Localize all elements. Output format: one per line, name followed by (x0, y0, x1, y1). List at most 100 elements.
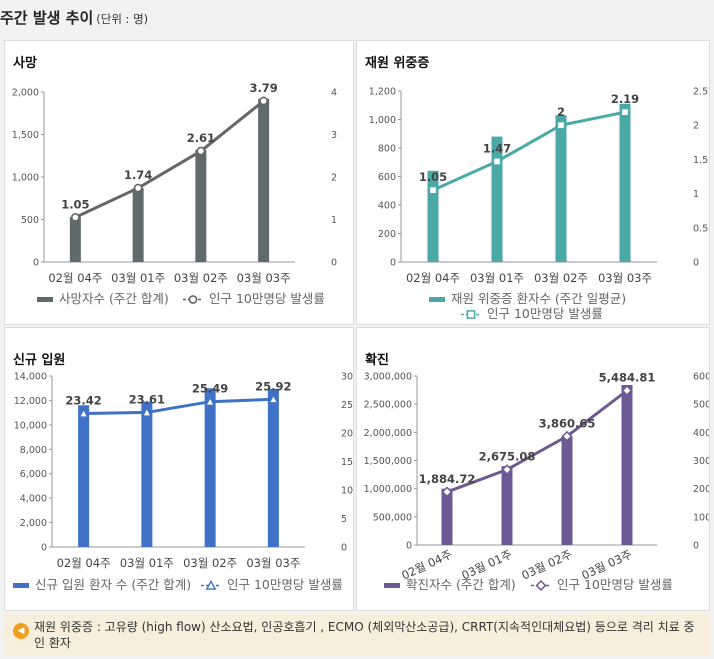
bar (258, 98, 270, 262)
rate-marker (492, 157, 502, 166)
rate-marker (133, 183, 143, 193)
chart-panel-confirmed: 확진 0 500,000 1,000,000 1,500,000 2,000,000 2,5… (356, 327, 710, 611)
x-tick-label: 03월 03주 (237, 271, 291, 285)
bar (555, 115, 567, 262)
x-tick-label: 03월 02주 (183, 556, 237, 570)
legend-line-marker (535, 580, 547, 591)
legend-bar-swatch (37, 297, 53, 302)
y-left-tick-label: 200 (378, 229, 396, 240)
x-tick-label: 03월 01주 (470, 271, 524, 285)
rate-marker (501, 464, 513, 476)
bar (501, 466, 513, 545)
y-right-tick-label: 0 (341, 543, 347, 554)
page-title: 주간 발생 추이 (단위 : 명) (0, 7, 148, 28)
legend-bar-label: 신규 입원 환자 수 (주간 합계) (35, 577, 191, 592)
chart-deaths: 사망 0 500 1,000 1,500 2,000 0 1 2 3 4 02월 04주 03월 01주… (12, 55, 337, 306)
x-tick-label: 03월 03주 (246, 556, 300, 570)
y-left-tick-label: 0 (390, 258, 396, 269)
y-left-tick-label: 1,000,000 (364, 484, 412, 495)
y-right-tick-label: 0 (693, 541, 699, 552)
y-left-tick-label: 2,000 (20, 518, 47, 529)
y-left-tick-label: 3,000,000 (364, 372, 412, 383)
y-left-tick-label: 1,500 (12, 130, 39, 141)
footnote: ◀ 재원 위중증 : 고유량 (high flow) 산소요법, 인공호흡기 , … (4, 614, 710, 656)
data-label: 5,484.81 (599, 371, 656, 385)
legend-bar-swatch (13, 583, 29, 588)
y-left-tick-label: 800 (378, 144, 396, 155)
bar (267, 388, 279, 547)
rate-marker (78, 407, 89, 418)
chart-title: 신규 입원 (13, 353, 65, 368)
rate-marker (441, 486, 453, 498)
y-right-tick-label: 10 (341, 486, 353, 497)
page-title-text: 주간 발생 추이 (0, 9, 94, 27)
data-label: 23.61 (129, 392, 165, 406)
bar (441, 488, 453, 545)
y-left-tick-label: 1,000 (369, 115, 396, 126)
y-left-tick-label: 12,000 (14, 396, 47, 407)
x-tick-label: 03월 01주 (120, 556, 174, 570)
y-left-tick-label: 0 (406, 541, 412, 552)
y-right-tick-label: 2 (693, 121, 699, 132)
y-right-tick-label: 1 (693, 189, 699, 200)
legend-line-label: 인구 10만명당 발생률 (557, 577, 673, 592)
bar (561, 436, 573, 545)
y-right-tick-label: 30 (341, 372, 353, 383)
y-right-tick-label: 1 (331, 215, 337, 226)
y-right-tick-label: 15 (341, 457, 353, 468)
y-left-tick-label: 500,000 (373, 512, 412, 523)
y-left-tick-label: 2,500,000 (364, 400, 412, 411)
data-label: 1.05 (419, 170, 447, 184)
y-right-tick-label: 4 (331, 88, 337, 99)
chart-title: 재원 위중증 (365, 56, 429, 71)
y-right-tick-label: 3 (331, 130, 337, 141)
y-left-tick-label: 10,000 (14, 420, 47, 431)
legend-line-label: 인구 10만명당 발생률 (487, 306, 603, 321)
footnote-text: 재원 위중증 : 고유량 (high flow) 산소요법, 인공호흡기 , E… (34, 620, 695, 650)
x-tick-label: 02월 04주 (57, 556, 111, 570)
rate-marker (620, 107, 630, 117)
bar (204, 388, 216, 547)
rate-marker (268, 393, 279, 404)
x-tick-label: 03월 02주 (534, 271, 588, 285)
data-label: 3,860.65 (539, 416, 596, 430)
chart-panel-critical: 재원 위중증 0 200 400 600 800 1,000 1,200 0 0.5 1 1.5 2 2.… (356, 40, 710, 325)
data-label: 2.19 (611, 92, 639, 106)
rate-marker (70, 212, 80, 222)
y-left-tick-label: 500 (21, 215, 39, 226)
y-right-tick-label: 4000 (693, 428, 710, 439)
legend-line-marker (188, 295, 198, 304)
y-right-tick-label: 5000 (693, 400, 710, 411)
data-label: 23.42 (65, 394, 101, 408)
data-label: 1,884.72 (419, 472, 476, 486)
data-label: 1.05 (61, 197, 89, 211)
y-right-tick-label: 0 (693, 258, 699, 269)
chart-confirmed: 확진 0 500,000 1,000,000 1,500,000 2,000,000 2,5… (364, 352, 710, 592)
x-tick-label: 03월 01주 (111, 271, 165, 285)
data-label: 3.79 (249, 81, 277, 95)
rate-marker (556, 120, 566, 130)
legend-bar-label: 사망자수 (주간 합계) (59, 291, 169, 306)
chart-panel-admissions: 신규 입원 0 2,000 4,000 6,000 8,000 10,000 12,000 14… (4, 327, 354, 611)
chart-critical: 재원 위중증 0 200 400 600 800 1,000 1,200 0 0.5 1 1.5 2 2.… (365, 56, 708, 321)
y-left-tick-label: 600 (378, 172, 396, 183)
rate-marker (259, 96, 269, 106)
bar (427, 170, 439, 262)
legend-line-marker (205, 579, 217, 590)
chart-title: 확진 (365, 352, 389, 368)
rate-marker (621, 385, 633, 396)
y-right-tick-label: 5 (341, 514, 347, 525)
bar (491, 136, 503, 262)
y-left-tick-label: 1,000 (12, 173, 39, 184)
bar (69, 216, 81, 262)
legend-bar-label: 확진자수 (주간 합계) (406, 577, 516, 592)
rate-marker (141, 406, 153, 417)
chart-panel-deaths: 사망 0 500 1,000 1,500 2,000 0 1 2 3 4 02월 04주 03월 01주… (4, 40, 354, 325)
y-right-tick-label: 3000 (693, 456, 710, 467)
y-right-tick-label: 0 (331, 258, 337, 269)
rate-line (446, 389, 628, 494)
legend-line-label: 인구 10만명당 발생률 (227, 577, 343, 592)
y-left-tick-label: 1,500,000 (364, 456, 412, 467)
